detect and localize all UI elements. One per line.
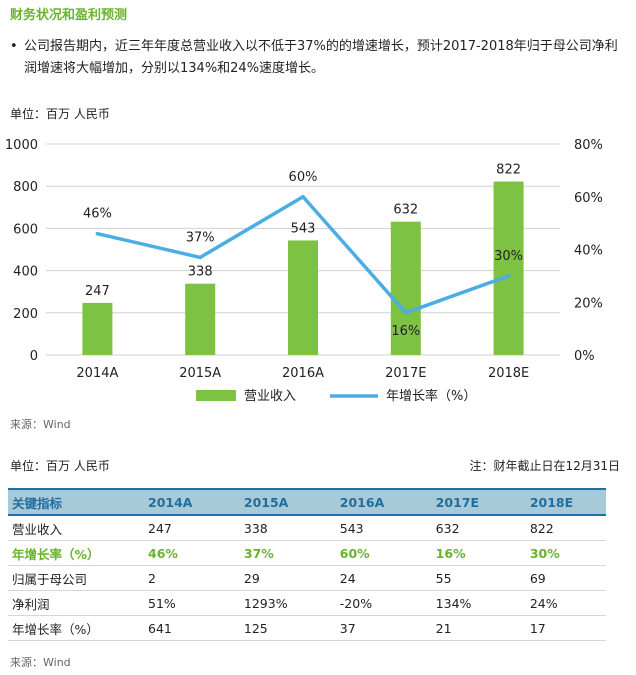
y-left-tick-label: 0 xyxy=(30,349,38,364)
revenue-bar xyxy=(390,221,421,355)
growth-rate-point xyxy=(198,255,202,260)
legend-label-growth: 年增长率（%） xyxy=(386,388,476,404)
table-unit-label: 单位：百万 人民币 xyxy=(10,459,110,473)
table-cell: 1293% xyxy=(225,590,322,616)
x-tick-label: 2017E xyxy=(385,366,426,381)
legend-label-revenue: 营业收入 xyxy=(244,389,296,404)
bar-value-label: 822 xyxy=(496,163,521,178)
summary-paragraph: • 公司报告期内，近三年年度总营业收入以不低于37%的的增速增长，预计2017-… xyxy=(10,36,620,80)
table-cell: 125 xyxy=(225,615,322,641)
table-cell: 247 xyxy=(130,515,226,541)
table-cell: 16% xyxy=(417,540,512,566)
table-cell: 29 xyxy=(225,565,322,591)
table-header-row: 关键指标 2014A 2015A 2016A 2017E 2018E xyxy=(8,488,606,516)
table-cell: 632 xyxy=(417,515,512,541)
table-header-cell: 2014A xyxy=(130,488,226,516)
bar-value-label: 338 xyxy=(188,265,213,280)
growth-rate-point xyxy=(506,274,511,278)
table-cell: 51% xyxy=(130,590,226,616)
table-cell: 24 xyxy=(321,565,418,591)
bar-value-label: 632 xyxy=(393,203,418,218)
table-cell: 37 xyxy=(321,615,418,641)
growth-rate-point xyxy=(95,231,100,236)
table-source: 来源：Wind xyxy=(10,656,71,669)
table-cell: 69 xyxy=(511,565,606,591)
table-cell: 822 xyxy=(511,515,606,541)
table-row-label: 年增长率（%） xyxy=(8,615,130,641)
y-left-tick-label: 600 xyxy=(13,222,38,237)
line-value-label: 30% xyxy=(494,249,523,264)
key-metrics-table: 关键指标 2014A 2015A 2016A 2017E 2018E 营业收入 2… xyxy=(8,488,606,641)
revenue-bar xyxy=(288,240,318,355)
table-header-cell: 2015A xyxy=(225,488,322,516)
chart-source: 来源：Wind xyxy=(10,418,71,431)
x-tick-label: 2016A xyxy=(282,366,324,381)
table-cell: 641 xyxy=(130,615,226,641)
table-cell: 46% xyxy=(130,540,226,566)
table-cell: -20% xyxy=(321,590,418,616)
table-cell: 60% xyxy=(321,540,418,566)
line-value-label: 16% xyxy=(391,324,420,339)
table-cell: 134% xyxy=(417,590,512,616)
fiscal-year-note: 注：财年截止日在12月31日 xyxy=(469,459,620,473)
section-title: 财务状况和盈利预测 xyxy=(10,8,128,23)
table-cell: 24% xyxy=(511,590,606,616)
table-row-label: 年增长率（%） xyxy=(8,540,130,566)
table-row: 归属于母公司 2 29 24 55 69 xyxy=(8,565,606,591)
table-header-cell: 关键指标 xyxy=(8,488,130,516)
table-row: 净利润 51% 1293% -20% 134% 24% xyxy=(8,590,606,616)
summary-text: 公司报告期内，近三年年度总营业收入以不低于37%的的增速增长，预计2017-20… xyxy=(24,39,618,76)
table-header-cell: 2016A xyxy=(321,488,418,516)
table-cell: 55 xyxy=(417,565,512,591)
revenue-bar xyxy=(82,302,113,355)
revenue-growth-chart: 0 200 400 600 800 1000 0% 20% 40% 60% 80% 2014A 2015… xyxy=(5,138,603,404)
y-left-tick-label: 200 xyxy=(13,307,38,322)
table-header-cell: 2017E xyxy=(417,488,512,516)
revenue-bar xyxy=(185,283,216,355)
line-value-label: 60% xyxy=(289,170,318,185)
table-row-label: 营业收入 xyxy=(8,515,130,541)
x-tick-label: 2014A xyxy=(76,366,118,381)
growth-rate-point xyxy=(301,194,305,199)
bar-value-label: 247 xyxy=(85,284,110,299)
table-row-label: 净利润 xyxy=(8,590,130,616)
y-left-tick-label: 1000 xyxy=(5,138,38,153)
x-tick-label: 2015A xyxy=(179,366,221,381)
table-cell: 2 xyxy=(130,565,226,591)
legend-swatch-revenue xyxy=(196,390,236,401)
table-row: 营业收入 247 338 543 632 822 xyxy=(8,515,606,541)
table-cell: 17 xyxy=(511,615,606,641)
revenue-bar xyxy=(493,181,524,355)
table-cell: 37% xyxy=(225,540,322,566)
y-right-tick-label: 20% xyxy=(574,296,603,311)
table-cell: 21 xyxy=(417,615,512,641)
chart-unit-label: 单位：百万 人民币 xyxy=(10,107,110,121)
y-right-tick-label: 40% xyxy=(574,244,603,259)
y-left-tick-label: 400 xyxy=(13,265,38,280)
table-cell: 338 xyxy=(225,515,322,541)
x-tick-label: 2018E xyxy=(488,366,529,381)
table-row-label: 归属于母公司 xyxy=(8,565,130,591)
y-right-tick-label: 60% xyxy=(574,191,603,206)
bullet-dot: • xyxy=(10,39,18,54)
line-value-label: 46% xyxy=(83,207,112,222)
line-value-label: 37% xyxy=(186,230,215,245)
y-right-tick-label: 0% xyxy=(574,349,595,364)
y-left-tick-label: 800 xyxy=(13,180,38,195)
table-cell: 543 xyxy=(321,515,418,541)
growth-rate-point xyxy=(404,311,408,315)
table-row: 年增长率（%） 641 125 37 21 17 xyxy=(8,615,606,641)
table-header-cell: 2018E xyxy=(511,488,606,516)
table-row: 年增长率（%） 46% 37% 60% 16% 30% xyxy=(8,540,606,566)
bar-value-label: 543 xyxy=(291,221,316,236)
y-right-tick-label: 80% xyxy=(574,138,603,153)
table-cell: 30% xyxy=(511,540,606,566)
